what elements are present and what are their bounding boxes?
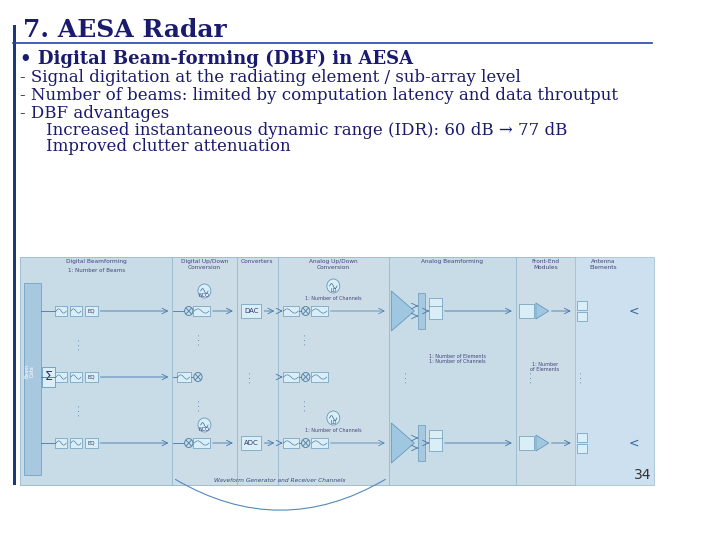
Bar — [172, 257, 237, 485]
Bar — [194, 306, 210, 316]
Circle shape — [327, 279, 340, 293]
Bar — [85, 306, 98, 316]
Bar — [283, 438, 300, 448]
Bar — [519, 436, 534, 450]
Text: · · ·: · · · — [529, 372, 535, 383]
Bar — [241, 436, 261, 450]
Bar — [85, 372, 98, 382]
Text: - Signal digitation at the radiating element / sub-array level: - Signal digitation at the radiating ele… — [20, 69, 521, 86]
Polygon shape — [392, 291, 414, 331]
Text: · · ·: · · · — [579, 372, 585, 383]
Bar — [577, 301, 587, 310]
Circle shape — [327, 411, 340, 425]
Bar — [577, 444, 587, 453]
Bar — [519, 304, 534, 318]
Bar — [20, 257, 172, 485]
Text: Digital Beamforming: Digital Beamforming — [66, 259, 127, 264]
Text: Improved clutter attenuation: Improved clutter attenuation — [46, 138, 291, 155]
Bar — [42, 367, 55, 387]
Bar — [311, 372, 328, 382]
Text: Digital Up/Down
Conversion: Digital Up/Down Conversion — [181, 259, 228, 270]
Text: · · ·: · · · — [404, 372, 410, 383]
Text: 7. AESA Radar: 7. AESA Radar — [23, 18, 227, 42]
Text: Increased instantaneous dynamic range (IDR): 60 dB → 77 dB: Increased instantaneous dynamic range (I… — [46, 122, 567, 139]
Bar — [194, 438, 210, 448]
Text: ADC: ADC — [244, 440, 258, 446]
Text: EQ: EQ — [87, 441, 95, 446]
Bar — [241, 304, 261, 318]
Bar — [177, 372, 191, 382]
Text: EQ: EQ — [87, 375, 95, 380]
Bar — [70, 372, 82, 382]
Bar — [418, 425, 426, 461]
Bar — [24, 283, 40, 475]
Text: <: < — [629, 436, 639, 449]
Polygon shape — [536, 435, 549, 451]
Text: <: < — [629, 305, 639, 318]
Bar — [85, 438, 98, 448]
Bar — [577, 433, 587, 442]
Circle shape — [198, 418, 211, 432]
Bar — [311, 306, 328, 316]
Text: Converters: Converters — [241, 259, 274, 264]
Bar — [389, 257, 516, 485]
Text: · · ·: · · · — [248, 372, 254, 383]
Bar — [429, 437, 442, 451]
Bar — [55, 306, 67, 316]
Text: DAC: DAC — [244, 308, 258, 314]
Text: · · ·: · · · — [197, 333, 203, 345]
Text: · · ·: · · · — [197, 400, 203, 410]
Text: • Digital Beam-forming (DBF) in AESA: • Digital Beam-forming (DBF) in AESA — [20, 50, 413, 68]
Text: - DBF advantages: - DBF advantages — [20, 105, 169, 122]
Bar — [429, 305, 442, 319]
Bar — [418, 293, 426, 329]
Text: 1: Number of Beams: 1: Number of Beams — [68, 268, 125, 273]
Bar — [55, 372, 67, 382]
Text: · · ·: · · · — [77, 339, 83, 349]
Circle shape — [198, 284, 211, 298]
Text: LO: LO — [330, 420, 336, 425]
Text: · · ·: · · · — [77, 404, 83, 416]
Bar — [577, 312, 587, 321]
Text: 1: Number
of Elements: 1: Number of Elements — [531, 362, 559, 373]
Bar — [278, 257, 389, 485]
Text: · · ·: · · · — [302, 333, 309, 345]
Bar — [70, 438, 82, 448]
Text: Front-End
Modules: Front-End Modules — [531, 259, 559, 270]
Bar — [70, 306, 82, 316]
Text: Analog Up/Down
Conversion: Analog Up/Down Conversion — [309, 259, 358, 270]
Text: LO: LO — [330, 288, 336, 293]
Bar — [283, 306, 300, 316]
Bar — [20, 257, 654, 485]
Text: Beam
Data: Beam Data — [24, 364, 35, 378]
Bar — [429, 298, 442, 306]
Text: NCO: NCO — [199, 293, 210, 298]
Bar — [283, 372, 300, 382]
Text: Antenna
Elements: Antenna Elements — [589, 259, 617, 270]
Text: 1: Number of Elements
1: Number of Channels: 1: Number of Elements 1: Number of Chann… — [429, 354, 486, 364]
Text: - Number of beams: limited by computation latency and data throutput: - Number of beams: limited by computatio… — [20, 87, 618, 104]
Polygon shape — [536, 303, 549, 319]
Text: Waveform Generator and Receiver Channels: Waveform Generator and Receiver Channels — [215, 478, 346, 483]
Polygon shape — [392, 423, 414, 463]
Bar — [516, 257, 575, 485]
Text: 34: 34 — [634, 468, 652, 482]
Bar — [237, 257, 278, 485]
Text: Σ: Σ — [45, 370, 53, 383]
Bar — [13, 25, 16, 485]
Text: EQ: EQ — [87, 308, 95, 314]
Text: NCO: NCO — [199, 427, 210, 432]
Text: 1: Number of Channels: 1: Number of Channels — [305, 295, 361, 300]
Bar — [429, 430, 442, 438]
Text: Analog Beamforming: Analog Beamforming — [421, 259, 483, 264]
Text: · · ·: · · · — [302, 400, 309, 410]
Bar — [311, 438, 328, 448]
Text: 1: Number of Channels: 1: Number of Channels — [305, 428, 361, 433]
Bar — [55, 438, 67, 448]
